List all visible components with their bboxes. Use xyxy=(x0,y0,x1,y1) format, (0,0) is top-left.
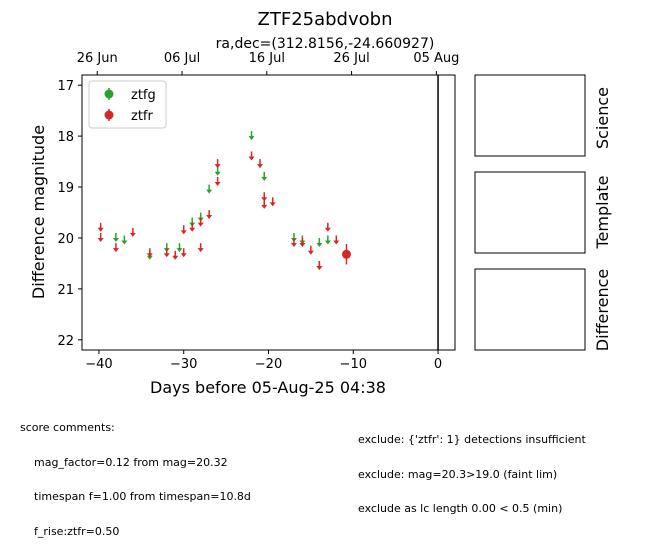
top-tick-label: 26 Jun xyxy=(77,51,118,66)
exclude-comment-line: exclude as lc length 0.00 < 0.5 (min) xyxy=(358,502,563,515)
ztfr-upper-limit-arrow xyxy=(261,197,268,202)
ztfg-upper-limit-arrow xyxy=(324,240,331,245)
ztfg-upper-limit-arrow xyxy=(112,237,119,242)
data-points xyxy=(97,131,351,270)
x-tick-label: −20 xyxy=(255,357,282,372)
y-tick-label: 18 xyxy=(57,130,74,145)
legend-ztfg-label: ztfg xyxy=(131,88,156,103)
ztfr-upper-limit-arrow xyxy=(163,253,170,258)
score-comments: score comments: mag_factor=0.12 from mag… xyxy=(20,399,251,549)
ztfg-upper-limit-arrow xyxy=(261,176,268,181)
ztfr-upper-limit-arrow xyxy=(214,181,221,186)
ztfr-upper-limit-arrow xyxy=(206,215,213,220)
difference-stamp-label: Difference xyxy=(593,269,612,351)
x-axis-label: Days before 05-Aug-25 04:38 xyxy=(150,378,386,397)
top-tick-label: 26 Jul xyxy=(333,51,369,66)
ztfr-detection xyxy=(341,249,351,259)
score-comments-header: score comments: xyxy=(20,421,115,434)
chart-subtitle: ra,dec=(312.8156,-24.660927) xyxy=(216,36,435,52)
top-tick-label: 16 Jul xyxy=(249,51,285,66)
exclude-comment-line: exclude: mag=20.3>19.0 (faint lim) xyxy=(358,467,558,481)
exclude-comment-line: exclude: {'ztfr': 1} detections insuffic… xyxy=(358,433,586,446)
y-tick-label: 22 xyxy=(57,334,74,349)
ztfr-upper-limit-arrow xyxy=(261,204,268,209)
ztfr-upper-limit-arrow xyxy=(129,232,136,237)
ztfr-upper-limit-arrow xyxy=(172,255,179,260)
ztfr-upper-limit-arrow xyxy=(180,230,187,235)
ztfr-upper-limit-arrow xyxy=(197,222,204,227)
x-tick-label: −40 xyxy=(85,357,112,372)
ztfr-upper-limit-arrow xyxy=(146,253,153,258)
template-stamp-label: Template xyxy=(593,175,612,249)
x-tick-label: −30 xyxy=(170,357,197,372)
ztfr-upper-limit-arrow xyxy=(307,250,314,255)
top-tick-label: 06 Jul xyxy=(164,51,200,66)
exclude-comments: exclude: {'ztfr': 1} detections insuffic… xyxy=(358,411,586,526)
x-tick-label: −10 xyxy=(340,357,367,372)
ztfg-upper-limit-arrow xyxy=(146,255,153,260)
science-stamp-label: Science xyxy=(593,87,612,149)
ztfr-upper-limit-arrow xyxy=(214,164,221,169)
x-tick-label: 0 xyxy=(434,357,442,372)
ztfr-upper-limit-arrow xyxy=(269,202,276,207)
top-tick-label: 05 Aug xyxy=(413,51,459,66)
y-axis-label: Difference magnitude xyxy=(29,125,48,299)
ztfr-upper-limit-arrow xyxy=(290,243,297,248)
legend-ztfr-marker xyxy=(104,110,114,120)
ztfg-upper-limit-arrow xyxy=(206,189,213,194)
ztfg-upper-limit-arrow xyxy=(316,243,323,248)
y-axis: 17 18 19 20 21 22 xyxy=(57,79,82,349)
figure: ZTF25abdvobn ra,dec=(312.8156,-24.660927… xyxy=(29,9,612,397)
legend-ztfr-label: ztfr xyxy=(131,109,153,124)
ztfg-upper-limit-arrow xyxy=(214,171,221,176)
ztfg-upper-limit-arrow xyxy=(248,136,255,141)
ztfr-upper-limit-arrow xyxy=(97,227,104,232)
ztfr-upper-limit-arrow xyxy=(257,164,264,169)
y-tick-label: 19 xyxy=(57,181,74,196)
ztfr-upper-limit-arrow xyxy=(112,248,119,253)
ztfr-upper-limit-arrow xyxy=(189,227,196,232)
score-comment-line: f_rise:ztfr=0.50 xyxy=(34,524,120,538)
ztfg-upper-limit-arrow xyxy=(176,248,183,253)
ztfr-upper-limit-arrow xyxy=(299,243,306,248)
ztfr-upper-limit-arrow xyxy=(248,156,255,161)
y-tick-label: 20 xyxy=(57,232,74,247)
legend: ztfg ztfr xyxy=(88,80,167,129)
ztfg-upper-limit-arrow xyxy=(121,240,128,245)
ztfr-upper-limit-arrow xyxy=(333,240,340,245)
y-tick-label: 21 xyxy=(57,283,74,298)
top-date-axis: 26 Jun 06 Jul 16 Jul 26 Jul 05 Aug xyxy=(77,51,459,75)
legend-ztfg-marker xyxy=(104,89,114,99)
science-stamp xyxy=(474,74,586,157)
chart-title: ZTF25abdvobn xyxy=(258,9,393,30)
x-axis: −40 −30 −20 −10 0 xyxy=(85,350,442,372)
score-comment-line: mag_factor=0.12 from mag=20.32 xyxy=(34,455,228,469)
template-stamp xyxy=(474,171,586,254)
ztfr-upper-limit-arrow xyxy=(180,253,187,258)
ztfr-upper-limit-arrow xyxy=(316,265,323,270)
ztfr-upper-limit-arrow xyxy=(197,248,204,253)
score-comment-line: timespan f=1.00 from timespan=10.8d xyxy=(34,490,251,503)
ztfr-upper-limit-arrow xyxy=(324,227,331,232)
difference-stamp xyxy=(474,268,586,351)
ztfr-upper-limit-arrow xyxy=(97,237,104,242)
y-tick-label: 17 xyxy=(57,79,74,94)
